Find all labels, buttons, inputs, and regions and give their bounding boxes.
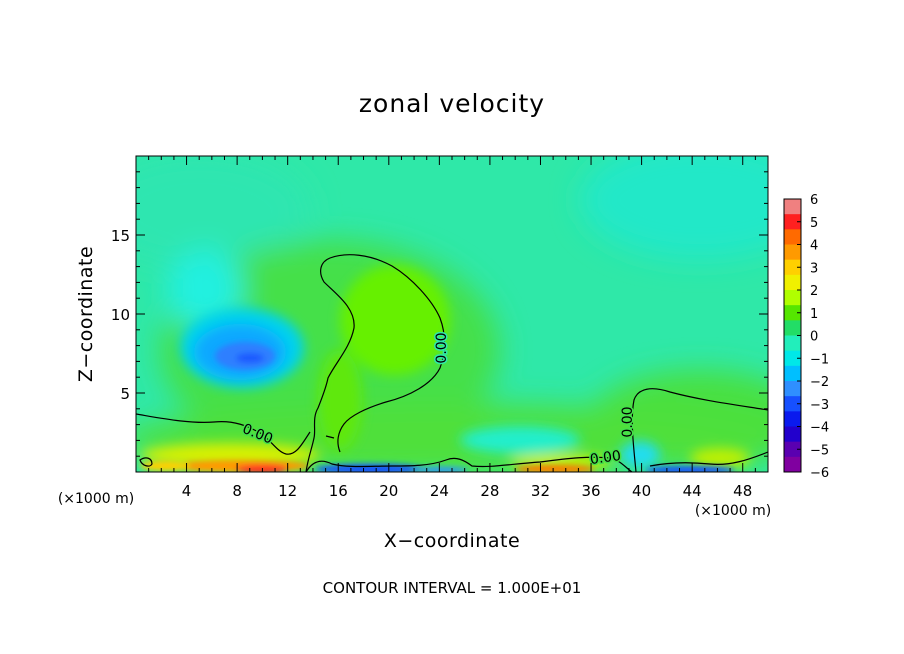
colorbar-label: −4	[810, 421, 829, 436]
contour-plume	[305, 254, 446, 472]
contour-label-4: 0.00	[620, 406, 636, 437]
field-low-cyan-2	[620, 441, 660, 469]
colorbar-label: −2	[810, 375, 829, 390]
y-axis-title: Z−coordinate	[75, 246, 97, 382]
y-tick-label: 5	[120, 385, 130, 403]
field-surface-orange-2	[515, 465, 595, 472]
contour-left-low	[136, 413, 311, 455]
colorbar-label: 3	[810, 261, 818, 276]
contour-right-low	[649, 451, 768, 467]
colorbar-label: −6	[810, 466, 829, 481]
field-region-upper-left	[136, 156, 310, 270]
y-tick-label: 15	[111, 227, 130, 245]
contour-small-1	[139, 457, 153, 467]
x-tick-label: 36	[581, 482, 600, 500]
colorbar-label: 0	[810, 330, 818, 345]
x-tick-label: 12	[278, 482, 297, 500]
colorbar-swatch	[784, 426, 801, 443]
x-tick-label: 44	[683, 482, 702, 500]
colorbar-swatch	[784, 214, 801, 230]
colorbar-swatch	[784, 199, 801, 215]
contour-label-3: 0.00	[589, 448, 622, 468]
colorbar-swatch	[784, 456, 801, 473]
field-surface-blue-3	[645, 466, 735, 472]
x-tick-label: 24	[430, 482, 449, 500]
x-tick-label: 4	[182, 482, 192, 500]
y-unit-label: (×1000 m)	[58, 491, 134, 507]
x-axis-title: X−coordinate	[384, 530, 520, 552]
x-tick-label: 16	[329, 482, 348, 500]
contour-right-dome	[631, 388, 768, 472]
colorbar-swatch	[784, 274, 801, 291]
colorbar-label: 5	[810, 216, 818, 231]
colorbar-swatch	[784, 335, 801, 352]
colorbar-swatch	[784, 381, 801, 397]
colorbar	[783, 198, 802, 473]
colorbar-swatch	[784, 365, 801, 382]
x-tick-label: 40	[632, 482, 651, 500]
colorbar-swatch	[784, 244, 801, 261]
x-tick-label: 20	[379, 482, 398, 500]
field-blue-cell-center	[236, 353, 264, 363]
colorbar-label: 6	[810, 193, 818, 208]
colorbar-label: 4	[810, 239, 818, 254]
colorbar-swatch	[784, 229, 801, 245]
axis-ticks	[136, 156, 768, 472]
colorbar-swatch	[784, 411, 801, 427]
field-region-upper-right	[580, 156, 768, 260]
colorbar-label: 2	[810, 284, 818, 299]
colorbar-swatch	[784, 320, 801, 336]
colorbar-swatch	[784, 259, 801, 276]
x-tick-label: 32	[531, 482, 550, 500]
y-tick-labels: 5 10 15	[111, 227, 130, 403]
colorbar-swatch	[784, 396, 801, 412]
colorbar-labels: 6 5 4 3 2 1 0 −1 −2 −3 −4 −5 −6	[810, 193, 829, 481]
chart-title: zonal velocity	[359, 89, 545, 118]
contour-interval-note: CONTOUR INTERVAL = 1.000E+01	[323, 579, 582, 597]
x-unit-label: (×1000 m)	[695, 503, 771, 519]
colorbar-swatch	[784, 350, 801, 367]
field-surface-blue-2	[412, 467, 468, 472]
field-low-cyan-1	[460, 426, 580, 454]
colorbar-label: −5	[810, 443, 829, 458]
colorbar-label: −3	[810, 398, 829, 413]
contour-label-1: 0.00	[434, 332, 450, 363]
colorbar-swatch	[784, 441, 801, 458]
colorbar-label: 1	[810, 307, 818, 322]
x-tick-label: 8	[232, 482, 242, 500]
colorbar-swatch	[784, 305, 801, 321]
x-tick-label: 48	[733, 482, 752, 500]
contour-small-2	[325, 435, 335, 439]
field-plume-stem	[318, 350, 362, 450]
x-tick-label: 28	[480, 482, 499, 500]
field-low-yellow-right	[690, 448, 750, 468]
velocity-field: 0.00 0.00 0.00 0.00	[136, 156, 768, 472]
x-tick-labels: 4 8 12 16 20 24 28 32 36 40 44 48	[182, 482, 752, 500]
colorbar-label: −1	[810, 352, 829, 367]
colorbar-swatch	[784, 290, 801, 306]
y-tick-label: 10	[111, 306, 130, 324]
